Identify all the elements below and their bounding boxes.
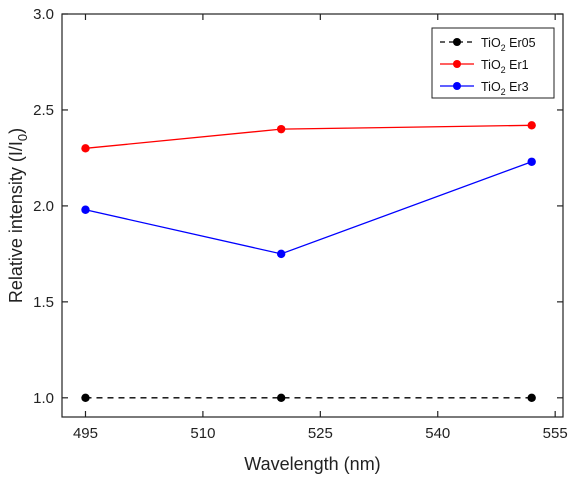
y-tick-label: 3.0 — [33, 6, 54, 23]
x-tick-label: 555 — [543, 425, 568, 442]
x-tick-label: 495 — [73, 425, 98, 442]
data-point-0-0 — [81, 393, 90, 403]
y-tick-label: 1.0 — [33, 390, 54, 407]
x-tick-label: 540 — [425, 425, 450, 442]
data-point-2-0 — [81, 205, 90, 214]
legend: TiO2 Er05 TiO2 Er1 TiO2 Er3 — [431, 27, 555, 99]
legend-marker-0 — [453, 38, 461, 46]
x-axis-title: Wavelength (nm) — [244, 454, 380, 474]
data-point-1-0 — [81, 144, 90, 153]
x-tick-label: 525 — [308, 425, 333, 442]
tick-layer: 495 510 525 540 555 1.0 1.5 2.0 2.5 3.0 — [33, 6, 568, 442]
series-line-2 — [85, 161, 532, 255]
legend-marker-2 — [453, 82, 461, 90]
legend-marker-1 — [453, 60, 461, 68]
data-point-0-2 — [527, 393, 536, 403]
y-axis-title-main: Relative intensity (I/I — [6, 141, 26, 303]
legend-label-1: TiO2 Er1 — [481, 58, 529, 75]
data-point-1-1 — [276, 124, 286, 134]
series-layer — [81, 121, 536, 403]
legend-label-0: TiO2 Er05 — [481, 36, 536, 53]
data-point-2-2 — [527, 157, 536, 166]
data-point-1-2 — [527, 121, 536, 130]
plot-frame — [61, 13, 564, 418]
series-line-1 — [85, 124, 532, 149]
y-axis-title-sub: 0 — [15, 134, 30, 141]
y-axis-title-end: ) — [6, 128, 26, 134]
legend-label-2: TiO2 Er3 — [481, 80, 529, 97]
data-point-0-1 — [276, 393, 286, 403]
y-tick-label: 2.5 — [33, 102, 54, 119]
y-axis-title: Relative intensity (I/I0) — [6, 128, 30, 303]
y-tick-label: 1.5 — [33, 294, 54, 311]
data-point-2-1 — [276, 249, 286, 259]
y-tick-label: 2.0 — [33, 198, 54, 215]
x-tick-label: 510 — [190, 425, 215, 442]
